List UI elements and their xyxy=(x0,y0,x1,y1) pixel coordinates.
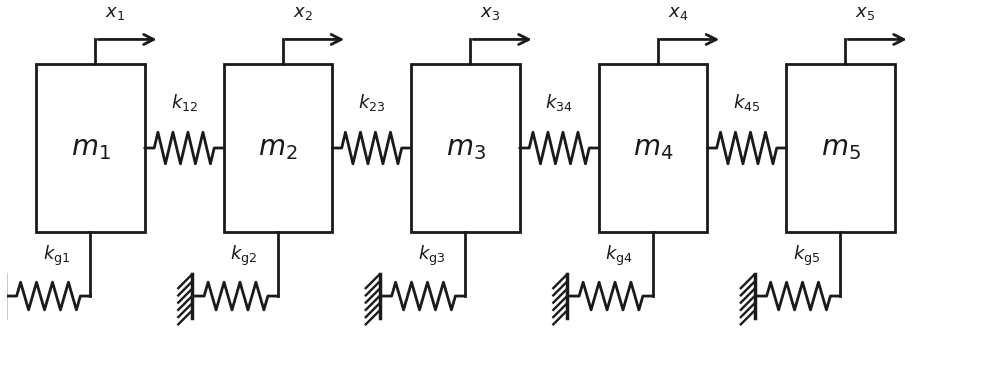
Bar xyxy=(36,64,145,232)
Text: $k_{45}$: $k_{45}$ xyxy=(733,93,760,114)
Bar xyxy=(224,64,332,232)
Text: $x_5$: $x_5$ xyxy=(855,4,875,22)
Text: $k_{34}$: $k_{34}$ xyxy=(545,93,573,114)
Text: $x_4$: $x_4$ xyxy=(668,4,688,22)
Text: $k_{\mathrm{g}4}$: $k_{\mathrm{g}4}$ xyxy=(605,244,633,268)
Text: $x_3$: $x_3$ xyxy=(480,4,500,22)
Text: $k_{\mathrm{g}2}$: $k_{\mathrm{g}2}$ xyxy=(230,244,257,268)
Bar xyxy=(786,64,895,232)
Text: $k_{\mathrm{g}1}$: $k_{\mathrm{g}1}$ xyxy=(43,244,70,268)
Text: $k_{\mathrm{g}5}$: $k_{\mathrm{g}5}$ xyxy=(793,244,820,268)
Text: $x_2$: $x_2$ xyxy=(293,4,313,22)
Text: $\mathit{m}_5$: $\mathit{m}_5$ xyxy=(821,134,860,162)
Text: $x_1$: $x_1$ xyxy=(105,4,125,22)
Text: $\mathit{m}_1$: $\mathit{m}_1$ xyxy=(71,134,110,162)
Text: $k_{23}$: $k_{23}$ xyxy=(358,93,385,114)
Text: $k_{12}$: $k_{12}$ xyxy=(171,93,198,114)
Text: $\mathit{m}_2$: $\mathit{m}_2$ xyxy=(258,134,298,162)
Text: $k_{\mathrm{g}3}$: $k_{\mathrm{g}3}$ xyxy=(418,244,445,268)
Text: $\mathit{m}_4$: $\mathit{m}_4$ xyxy=(633,134,673,162)
Bar xyxy=(599,64,707,232)
Text: $\mathit{m}_3$: $\mathit{m}_3$ xyxy=(446,134,485,162)
Bar xyxy=(411,64,520,232)
